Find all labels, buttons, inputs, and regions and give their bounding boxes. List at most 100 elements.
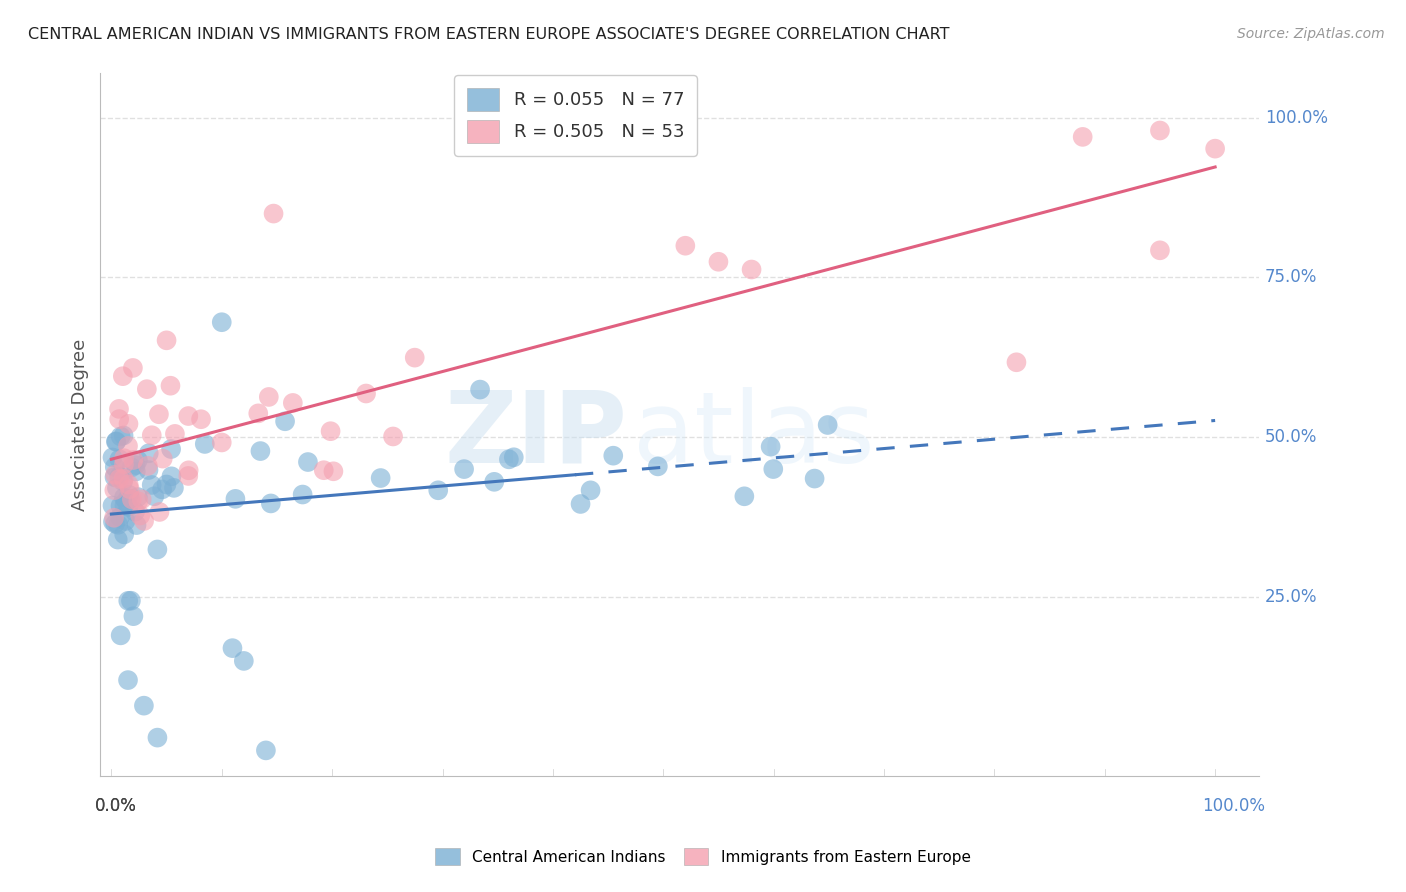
Point <box>254 743 277 757</box>
Point <box>211 315 233 329</box>
Point <box>104 459 127 474</box>
Point <box>101 515 124 529</box>
Point <box>121 492 143 507</box>
Point <box>141 478 163 492</box>
Point <box>146 731 169 745</box>
Point <box>118 477 141 491</box>
Point <box>150 483 173 497</box>
Point <box>148 505 170 519</box>
Point <box>108 510 131 524</box>
Point <box>108 469 131 483</box>
Point <box>108 412 131 426</box>
Point <box>141 428 163 442</box>
Point <box>297 455 319 469</box>
Point <box>136 458 159 473</box>
Point <box>122 360 145 375</box>
Text: ZIP: ZIP <box>444 386 627 483</box>
Point <box>502 450 524 465</box>
Point <box>107 517 129 532</box>
Point <box>211 435 233 450</box>
Point <box>498 452 520 467</box>
Point <box>125 518 148 533</box>
Point <box>120 593 142 607</box>
Point <box>108 401 131 416</box>
Point <box>122 453 145 467</box>
Point <box>115 494 138 508</box>
Point <box>1149 244 1171 258</box>
Point <box>110 628 132 642</box>
Point <box>117 417 139 431</box>
Point <box>101 450 124 465</box>
Point <box>103 483 125 497</box>
Point <box>159 378 181 392</box>
Point <box>107 533 129 547</box>
Point <box>1071 129 1094 144</box>
Legend: R = 0.055   N = 77, R = 0.505   N = 53: R = 0.055 N = 77, R = 0.505 N = 53 <box>454 75 697 156</box>
Point <box>118 482 141 496</box>
Point <box>177 469 200 483</box>
Text: 100.0%: 100.0% <box>1202 797 1265 815</box>
Point <box>257 390 280 404</box>
Point <box>125 458 148 472</box>
Point <box>163 426 186 441</box>
Point <box>127 453 149 467</box>
Point <box>117 500 139 514</box>
Point <box>124 505 146 519</box>
Point <box>132 698 155 713</box>
Point <box>260 496 283 510</box>
Point <box>118 488 141 502</box>
Point <box>121 460 143 475</box>
Point <box>249 444 271 458</box>
Point <box>221 641 243 656</box>
Point <box>673 238 696 252</box>
Point <box>110 499 132 513</box>
Point <box>104 434 127 449</box>
Point <box>453 462 475 476</box>
Point <box>190 412 212 426</box>
Point <box>146 542 169 557</box>
Legend: Central American Indians, Immigrants from Eastern Europe: Central American Indians, Immigrants fro… <box>429 842 977 871</box>
Point <box>112 491 135 505</box>
Point <box>759 440 782 454</box>
Point <box>101 499 124 513</box>
Point <box>484 475 506 489</box>
Point <box>160 469 183 483</box>
Point <box>129 508 152 523</box>
Point <box>155 334 177 348</box>
Point <box>135 382 157 396</box>
Text: 0.0%: 0.0% <box>94 797 136 815</box>
Point <box>602 449 624 463</box>
Point <box>177 409 200 423</box>
Point <box>707 254 730 268</box>
Text: 75.0%: 75.0% <box>1265 268 1317 286</box>
Point <box>127 490 149 504</box>
Point <box>120 491 142 506</box>
Point <box>122 609 145 624</box>
Point <box>105 434 128 449</box>
Point <box>733 489 755 503</box>
Point <box>105 481 128 495</box>
Point <box>762 462 785 476</box>
Point <box>108 472 131 486</box>
Point <box>117 439 139 453</box>
Point <box>647 459 669 474</box>
Point <box>127 494 149 508</box>
Point <box>319 424 342 438</box>
Point <box>112 451 135 466</box>
Point <box>112 428 135 442</box>
Point <box>111 369 134 384</box>
Point <box>155 477 177 491</box>
Point <box>803 472 825 486</box>
Point <box>112 475 135 489</box>
Point <box>247 406 270 420</box>
Point <box>125 465 148 479</box>
Y-axis label: Associate's Degree: Associate's Degree <box>72 338 89 510</box>
Point <box>1005 355 1028 369</box>
Text: 0.0%: 0.0% <box>94 797 136 815</box>
Point <box>468 383 491 397</box>
Point <box>291 487 314 501</box>
Point <box>312 463 335 477</box>
Text: 25.0%: 25.0% <box>1265 588 1317 606</box>
Point <box>160 442 183 456</box>
Point <box>117 673 139 687</box>
